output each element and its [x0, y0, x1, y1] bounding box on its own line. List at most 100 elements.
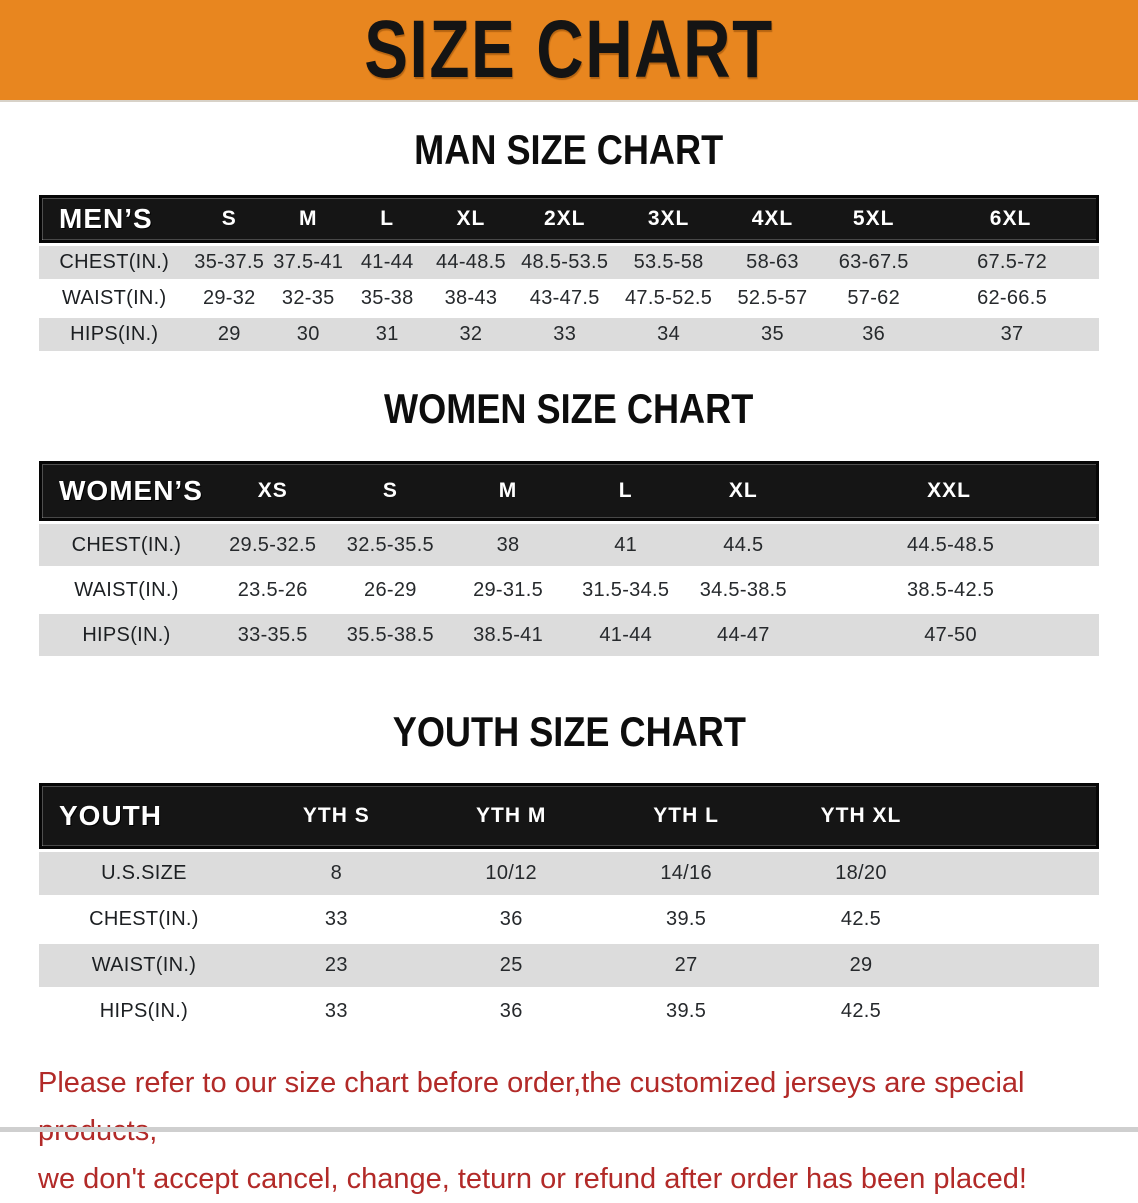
measurement-row: CHEST(IN.) 35-37.5 37.5-41 41-44 44-48.5 48.5… [39, 246, 1099, 280]
row-label: WAIST(IN.) [39, 569, 214, 612]
women-size-section: WOMEN SIZE CHART WOMEN’S XS S M L XL XXL CHEST(… [0, 385, 1138, 659]
size-column-header: 5XL [822, 195, 926, 244]
measurement-row: WAIST(IN.) 23 25 27 29 [39, 943, 1099, 987]
size-value: 44.5 [684, 524, 803, 567]
size-value: 30 [269, 318, 348, 352]
size-column-header: XS [213, 461, 332, 522]
size-value: 41-44 [347, 246, 427, 280]
youth-size-table: YOUTH YTH S YTH M YTH L YTH XL U.S.SIZE 8 10/12… [39, 780, 1099, 1036]
size-value: 10/12 [423, 851, 599, 895]
size-value: 42.5 [773, 989, 949, 1033]
disclaimer-line-1: Please refer to our size chart before or… [38, 1066, 1025, 1147]
size-value: 57-62 [822, 282, 926, 316]
size-column-header: 4XL [722, 195, 823, 244]
size-value: 33 [248, 989, 424, 1033]
row-label: CHEST(IN.) [39, 897, 249, 941]
row-filler-cell [948, 943, 1099, 987]
row-label: HIPS(IN.) [39, 318, 190, 352]
size-value: 36 [822, 318, 926, 352]
size-value: 31.5-34.5 [566, 569, 685, 612]
youth-section-heading-text: YOUTH SIZE CHART [392, 708, 746, 756]
size-value: 35-38 [347, 282, 427, 316]
row-label: WAIST(IN.) [39, 943, 249, 987]
men-section-heading: MAN SIZE CHART [0, 126, 1138, 173]
size-column-header: S [189, 195, 270, 244]
measurement-row: HIPS(IN.) 29 30 31 32 33 34 35 36 37 [39, 318, 1099, 352]
size-value: 41 [566, 524, 685, 567]
size-value: 44-47 [684, 614, 803, 657]
size-value: 38.5-41 [449, 614, 567, 657]
row-label: HIPS(IN.) [39, 614, 214, 657]
size-column-header: XXL [802, 461, 1099, 522]
men-section-heading-text: MAN SIZE CHART [414, 126, 724, 173]
size-column-header: L [566, 461, 685, 522]
size-value: 37.5-41 [269, 246, 348, 280]
bottom-divider [0, 1127, 1138, 1132]
header-filler-cell [948, 782, 1099, 849]
size-value: 29 [773, 943, 949, 987]
size-value: 41-44 [566, 614, 685, 657]
size-value: 14/16 [598, 851, 774, 895]
size-value: 33-35.5 [213, 614, 332, 657]
size-value: 29 [189, 318, 270, 352]
size-value: 32.5-35.5 [331, 524, 450, 567]
size-table-header-row: WOMEN’S XS S M L XL XXL [39, 461, 1099, 522]
size-column-header: M [449, 461, 567, 522]
banner-title: SIZE CHART [364, 4, 774, 95]
men-table-wrapper: MEN’S S M L XL 2XL 3XL 4XL 5XL 6XL CHEST(IN.) 35-37… [0, 192, 1138, 354]
size-table-header-row: YOUTH YTH S YTH M YTH L YTH XL [39, 782, 1099, 849]
size-value: 62-66.5 [925, 282, 1099, 316]
women-section-heading: WOMEN SIZE CHART [0, 385, 1138, 433]
size-value: 23 [248, 943, 424, 987]
size-value: 35.5-38.5 [331, 614, 450, 657]
size-table-header-row: MEN’S S M L XL 2XL 3XL 4XL 5XL 6XL [39, 195, 1099, 244]
measurement-row: WAIST(IN.) 29-32 32-35 35-38 38-43 43-47.5 47.… [39, 282, 1099, 316]
size-value: 58-63 [722, 246, 823, 280]
table-corner-label: MEN’S [39, 195, 190, 244]
size-value: 39.5 [598, 989, 774, 1033]
size-value: 67.5-72 [925, 246, 1099, 280]
size-value: 44.5-48.5 [802, 524, 1099, 567]
size-column-header: YTH S [248, 782, 424, 849]
size-value: 53.5-58 [614, 246, 723, 280]
women-section-heading-text: WOMEN SIZE CHART [384, 385, 754, 433]
size-value: 33 [514, 318, 615, 352]
size-column-header: 3XL [614, 195, 723, 244]
measurement-row: HIPS(IN.) 33 36 39.5 42.5 [39, 989, 1099, 1033]
size-value: 63-67.5 [822, 246, 926, 280]
size-value: 35-37.5 [189, 246, 270, 280]
size-value: 39.5 [598, 897, 774, 941]
row-filler-cell [948, 851, 1099, 895]
youth-section-heading: YOUTH SIZE CHART [0, 709, 1138, 755]
row-label: WAIST(IN.) [39, 282, 190, 316]
size-value: 47.5-52.5 [614, 282, 723, 316]
disclaimer-line-2: we don't accept cancel, change, teturn o… [38, 1162, 1027, 1195]
size-value: 25 [423, 943, 599, 987]
size-value: 47-50 [802, 614, 1099, 657]
size-column-header: L [347, 195, 427, 244]
row-label: HIPS(IN.) [39, 989, 249, 1033]
size-value: 38.5-42.5 [802, 569, 1099, 612]
size-value: 48.5-53.5 [514, 246, 615, 280]
size-value: 29-31.5 [449, 569, 567, 612]
size-value: 34.5-38.5 [684, 569, 803, 612]
size-value: 36 [423, 989, 599, 1033]
size-value: 33 [248, 897, 424, 941]
row-filler-cell [948, 989, 1099, 1033]
measurement-row: WAIST(IN.) 23.5-26 26-29 29-31.5 31.5-34.5 34… [39, 569, 1099, 612]
size-value: 42.5 [773, 897, 949, 941]
size-value: 8 [248, 851, 424, 895]
size-value: 34 [614, 318, 723, 352]
size-column-header: XL [684, 461, 803, 522]
women-size-table: WOMEN’S XS S M L XL XXL CHEST(IN.) 29.5-32.5 32.5… [39, 458, 1099, 659]
size-column-header: M [269, 195, 348, 244]
size-column-header: 2XL [514, 195, 615, 244]
size-value: 35 [722, 318, 823, 352]
size-value: 32-35 [269, 282, 348, 316]
size-value: 29.5-32.5 [213, 524, 332, 567]
size-value: 38-43 [426, 282, 515, 316]
size-value: 44-48.5 [426, 246, 515, 280]
size-column-header: 6XL [925, 195, 1099, 244]
size-value: 18/20 [773, 851, 949, 895]
size-value: 37 [925, 318, 1099, 352]
